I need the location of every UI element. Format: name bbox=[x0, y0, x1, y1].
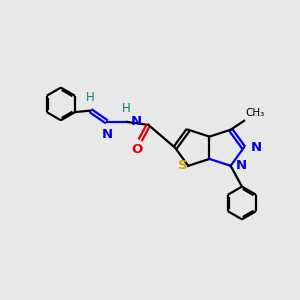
Text: N: N bbox=[130, 116, 142, 128]
Text: CH₃: CH₃ bbox=[245, 108, 265, 118]
Text: N: N bbox=[101, 128, 113, 142]
Text: O: O bbox=[131, 143, 142, 156]
Text: H: H bbox=[122, 102, 130, 116]
Text: H: H bbox=[86, 91, 95, 104]
Text: N: N bbox=[250, 141, 261, 154]
Text: S: S bbox=[178, 159, 188, 172]
Text: N: N bbox=[236, 159, 247, 172]
